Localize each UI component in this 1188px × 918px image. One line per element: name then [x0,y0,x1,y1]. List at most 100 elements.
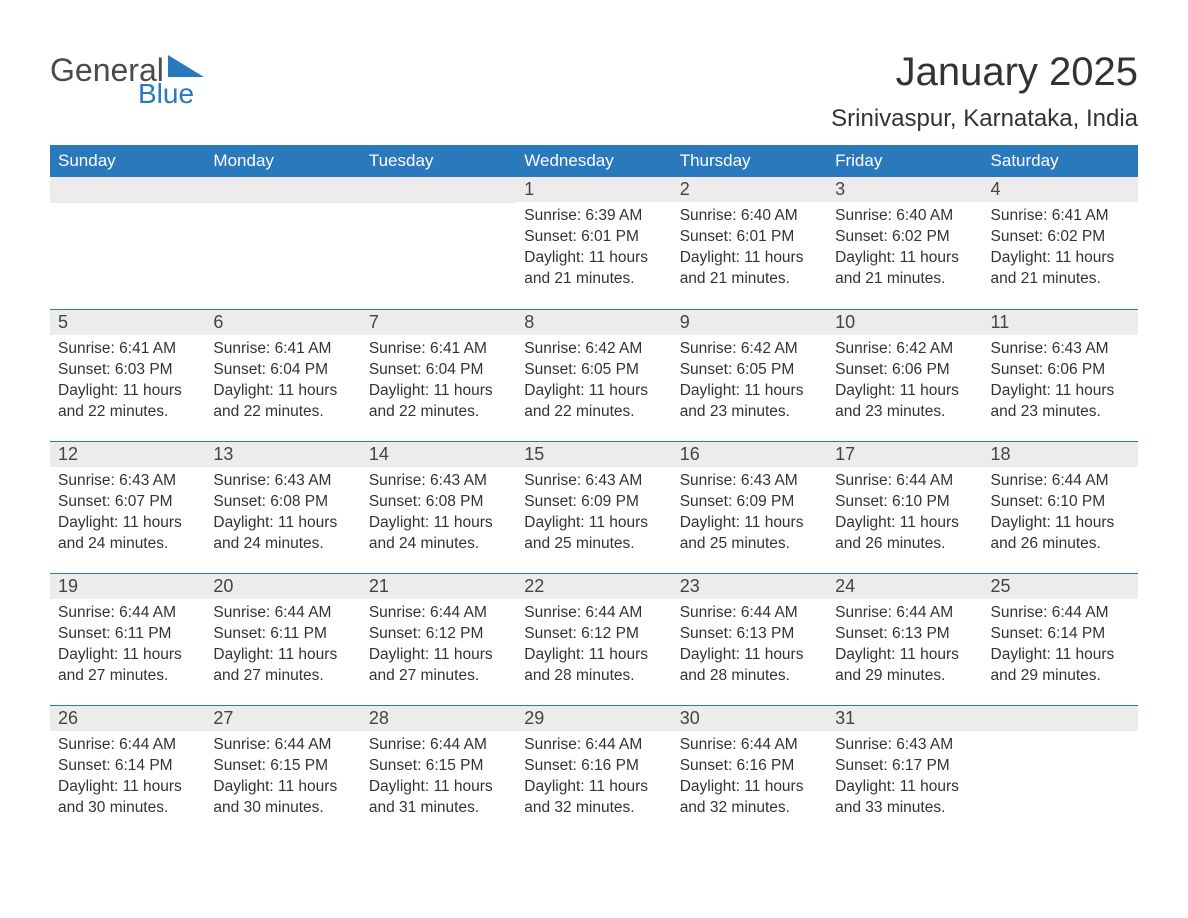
sunset-text: Sunset: 6:15 PM [369,756,508,777]
sunrise-text: Sunrise: 6:39 AM [524,206,663,227]
day-number: 6 [205,309,360,335]
day-number: 31 [827,705,982,731]
calendar-cell: 5Sunrise: 6:41 AMSunset: 6:03 PMDaylight… [50,309,205,441]
calendar-week-row: 1Sunrise: 6:39 AMSunset: 6:01 PMDaylight… [50,177,1138,309]
sunset-text: Sunset: 6:02 PM [835,227,974,248]
daylight-line2: and 29 minutes. [991,666,1130,687]
daylight-line2: and 27 minutes. [58,666,197,687]
day-details: Sunrise: 6:41 AMSunset: 6:02 PMDaylight:… [983,202,1138,298]
daylight-line1: Daylight: 11 hours [835,381,974,402]
sunrise-text: Sunrise: 6:43 AM [213,471,352,492]
day-number: 23 [672,573,827,599]
day-number: 11 [983,309,1138,335]
daylight-line1: Daylight: 11 hours [369,645,508,666]
sunset-text: Sunset: 6:01 PM [680,227,819,248]
sunrise-text: Sunrise: 6:41 AM [369,339,508,360]
day-details: Sunrise: 6:43 AMSunset: 6:08 PMDaylight:… [205,467,360,563]
weekday-header-row: SundayMondayTuesdayWednesdayThursdayFrid… [50,145,1138,177]
sunset-text: Sunset: 6:09 PM [524,492,663,513]
day-number: 16 [672,441,827,467]
day-number: 25 [983,573,1138,599]
day-number: 8 [516,309,671,335]
brand-logo: General Blue [50,50,204,108]
weekday-header: Wednesday [516,145,671,177]
daylight-line2: and 26 minutes. [991,534,1130,555]
day-details: Sunrise: 6:44 AMSunset: 6:15 PMDaylight:… [361,731,516,827]
month-title: January 2025 [831,50,1138,95]
calendar-cell: 17Sunrise: 6:44 AMSunset: 6:10 PMDayligh… [827,441,982,573]
location-label: Srinivaspur, Karnataka, India [831,105,1138,133]
sunset-text: Sunset: 6:16 PM [524,756,663,777]
sunset-text: Sunset: 6:04 PM [369,360,508,381]
daylight-line1: Daylight: 11 hours [680,645,819,666]
day-number: 20 [205,573,360,599]
daylight-line1: Daylight: 11 hours [524,513,663,534]
calendar-body: 1Sunrise: 6:39 AMSunset: 6:01 PMDaylight… [50,177,1138,837]
calendar-cell: 6Sunrise: 6:41 AMSunset: 6:04 PMDaylight… [205,309,360,441]
sunset-text: Sunset: 6:10 PM [835,492,974,513]
day-details: Sunrise: 6:40 AMSunset: 6:01 PMDaylight:… [672,202,827,298]
daylight-line2: and 22 minutes. [213,402,352,423]
sunrise-text: Sunrise: 6:44 AM [213,735,352,756]
sunrise-text: Sunrise: 6:42 AM [524,339,663,360]
sunset-text: Sunset: 6:11 PM [213,624,352,645]
sunset-text: Sunset: 6:07 PM [58,492,197,513]
calendar-cell: 21Sunrise: 6:44 AMSunset: 6:12 PMDayligh… [361,573,516,705]
day-number: 7 [361,309,516,335]
sunset-text: Sunset: 6:06 PM [991,360,1130,381]
sunrise-text: Sunrise: 6:43 AM [369,471,508,492]
sunrise-text: Sunrise: 6:44 AM [991,603,1130,624]
daylight-line1: Daylight: 11 hours [835,777,974,798]
daylight-line1: Daylight: 11 hours [369,513,508,534]
daylight-line2: and 26 minutes. [835,534,974,555]
sunrise-text: Sunrise: 6:41 AM [991,206,1130,227]
calendar-cell [205,177,360,309]
daylight-line2: and 22 minutes. [524,402,663,423]
daylight-line2: and 21 minutes. [680,269,819,290]
sunrise-text: Sunrise: 6:44 AM [835,603,974,624]
daylight-line2: and 21 minutes. [991,269,1130,290]
empty-day [361,177,516,203]
calendar-cell: 4Sunrise: 6:41 AMSunset: 6:02 PMDaylight… [983,177,1138,309]
day-details: Sunrise: 6:44 AMSunset: 6:11 PMDaylight:… [50,599,205,695]
sunset-text: Sunset: 6:05 PM [524,360,663,381]
day-details: Sunrise: 6:40 AMSunset: 6:02 PMDaylight:… [827,202,982,298]
daylight-line2: and 25 minutes. [524,534,663,555]
calendar-page: General Blue January 2025 Srinivaspur, K… [0,0,1188,867]
day-number: 21 [361,573,516,599]
daylight-line1: Daylight: 11 hours [213,381,352,402]
day-details: Sunrise: 6:42 AMSunset: 6:05 PMDaylight:… [516,335,671,431]
daylight-line2: and 30 minutes. [58,798,197,819]
day-number: 2 [672,177,827,202]
daylight-line2: and 33 minutes. [835,798,974,819]
empty-day [983,705,1138,731]
empty-day [50,177,205,203]
page-header: General Blue January 2025 Srinivaspur, K… [50,50,1138,133]
daylight-line2: and 24 minutes. [369,534,508,555]
sunrise-text: Sunrise: 6:44 AM [680,735,819,756]
day-details: Sunrise: 6:43 AMSunset: 6:08 PMDaylight:… [361,467,516,563]
sunrise-text: Sunrise: 6:40 AM [835,206,974,227]
daylight-line2: and 24 minutes. [213,534,352,555]
day-details: Sunrise: 6:44 AMSunset: 6:14 PMDaylight:… [983,599,1138,695]
daylight-line2: and 32 minutes. [680,798,819,819]
daylight-line1: Daylight: 11 hours [991,248,1130,269]
day-details: Sunrise: 6:44 AMSunset: 6:13 PMDaylight:… [672,599,827,695]
sunset-text: Sunset: 6:13 PM [835,624,974,645]
daylight-line2: and 22 minutes. [369,402,508,423]
day-number: 14 [361,441,516,467]
calendar-cell: 11Sunrise: 6:43 AMSunset: 6:06 PMDayligh… [983,309,1138,441]
daylight-line1: Daylight: 11 hours [58,645,197,666]
day-details: Sunrise: 6:44 AMSunset: 6:12 PMDaylight:… [361,599,516,695]
day-details: Sunrise: 6:41 AMSunset: 6:04 PMDaylight:… [361,335,516,431]
daylight-line2: and 29 minutes. [835,666,974,687]
sunrise-text: Sunrise: 6:43 AM [835,735,974,756]
daylight-line1: Daylight: 11 hours [680,513,819,534]
sunrise-text: Sunrise: 6:44 AM [213,603,352,624]
daylight-line1: Daylight: 11 hours [369,381,508,402]
daylight-line1: Daylight: 11 hours [991,513,1130,534]
sunrise-text: Sunrise: 6:42 AM [835,339,974,360]
day-details: Sunrise: 6:41 AMSunset: 6:03 PMDaylight:… [50,335,205,431]
sunrise-text: Sunrise: 6:43 AM [58,471,197,492]
daylight-line2: and 23 minutes. [835,402,974,423]
